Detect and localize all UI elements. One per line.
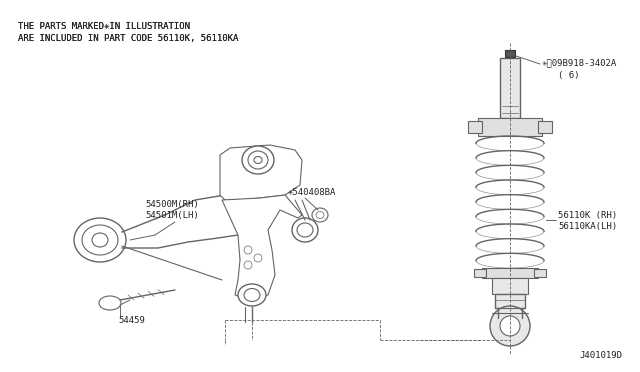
- Text: ( 6): ( 6): [558, 71, 579, 80]
- Ellipse shape: [82, 225, 118, 255]
- Bar: [538, 121, 552, 133]
- Text: 56110K (RH): 56110K (RH): [558, 211, 617, 219]
- Bar: [505, 50, 515, 57]
- Ellipse shape: [316, 212, 324, 218]
- Text: J401019D: J401019D: [579, 351, 622, 360]
- Text: 54459: 54459: [118, 316, 145, 325]
- Ellipse shape: [254, 157, 262, 164]
- Text: THE PARTS MARKED✳IN ILLUSTRATION: THE PARTS MARKED✳IN ILLUSTRATION: [18, 22, 190, 31]
- Ellipse shape: [242, 146, 274, 174]
- Bar: [500, 58, 520, 118]
- Bar: [482, 268, 538, 278]
- Bar: [492, 278, 528, 294]
- Text: ARE INCLUDED IN PART CODE 56110K, 56110KA: ARE INCLUDED IN PART CODE 56110K, 56110K…: [18, 34, 238, 43]
- Bar: [468, 121, 482, 133]
- Ellipse shape: [74, 218, 126, 262]
- Text: 56110KA(LH): 56110KA(LH): [558, 221, 617, 231]
- Text: ARE INCLUDED IN PART CODE 56110K, 56110KA: ARE INCLUDED IN PART CODE 56110K, 56110K…: [18, 34, 238, 43]
- Polygon shape: [220, 145, 302, 200]
- Circle shape: [490, 306, 530, 346]
- Ellipse shape: [312, 208, 328, 222]
- Circle shape: [500, 316, 520, 336]
- Ellipse shape: [244, 289, 260, 301]
- Text: ✳Ⓢ09B918-3402A: ✳Ⓢ09B918-3402A: [542, 58, 617, 67]
- Polygon shape: [222, 195, 302, 300]
- Text: ✳540408BA: ✳540408BA: [288, 188, 337, 197]
- Bar: [478, 118, 542, 136]
- Ellipse shape: [292, 218, 318, 242]
- Ellipse shape: [297, 223, 313, 237]
- Text: THE PARTS MARKED✳IN ILLUSTRATION: THE PARTS MARKED✳IN ILLUSTRATION: [18, 22, 190, 31]
- Bar: [474, 269, 486, 277]
- Ellipse shape: [248, 151, 268, 169]
- Text: 54500M(RH): 54500M(RH): [145, 200, 199, 209]
- Bar: [495, 294, 525, 308]
- Text: 54501M(LH): 54501M(LH): [145, 211, 199, 220]
- Ellipse shape: [92, 233, 108, 247]
- Bar: [534, 269, 546, 277]
- Ellipse shape: [99, 296, 121, 310]
- Ellipse shape: [238, 284, 266, 306]
